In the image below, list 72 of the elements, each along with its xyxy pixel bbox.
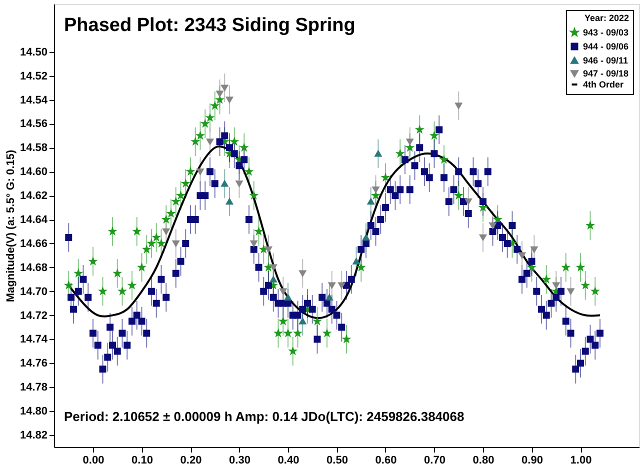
x-tick-label: 0.50: [326, 454, 348, 466]
point: [455, 102, 462, 109]
legend-title: Year: 2022: [584, 13, 629, 23]
point: [338, 282, 346, 288]
annotation: Period: 2.10652 ± 0.00009 h Amp: 0.14 JDo(LTC): 2459826.384068: [64, 409, 464, 424]
point: [226, 96, 233, 103]
y-tick-label: 14.52: [20, 70, 48, 82]
text: Phased Plot: 2343 Siding Spring: [64, 15, 356, 36]
point: [265, 246, 272, 253]
point: [464, 198, 472, 205]
point: [221, 84, 228, 91]
point: [196, 168, 204, 175]
point: [367, 198, 374, 205]
point: [299, 318, 306, 324]
point: [530, 246, 538, 253]
y-tick-label: 14.54: [20, 94, 48, 106]
y-tick-label: 14.68: [20, 262, 48, 274]
y-tick-label: 14.80: [20, 406, 48, 418]
y-tick-label: 14.62: [20, 190, 48, 202]
point: [216, 90, 224, 97]
legend-label: 946 - 09/11: [583, 56, 628, 66]
y-tick-label: 14.74: [20, 334, 48, 346]
point: [270, 264, 277, 271]
y-tick-label: 14.82: [20, 430, 48, 442]
x-tick-label: 0.30: [229, 454, 250, 466]
x-tick-label: 0.00: [82, 454, 104, 466]
point: [362, 234, 370, 241]
x-tick-label: 0.90: [522, 454, 543, 466]
y-tick-label: 14.76: [20, 358, 48, 370]
y-tick-label: 14.70: [20, 286, 48, 298]
point: [250, 240, 258, 247]
point: [206, 138, 214, 145]
y-axis-title: Magnitude(V) (a: 5.5° G: 0.15): [4, 150, 17, 302]
y-tick-label: 14.58: [20, 142, 48, 154]
legend-label: 943 - 09/03: [583, 28, 629, 38]
y-tick-label: 14.78: [20, 382, 48, 394]
point: [352, 258, 360, 265]
legend-label: 947 - 09/18: [583, 68, 629, 78]
y-tick-label: 14.72: [20, 310, 48, 322]
point: [284, 294, 292, 300]
point: [372, 186, 380, 193]
x-tick-label: 1.00: [570, 454, 592, 466]
point: [374, 150, 382, 157]
point: [552, 282, 560, 288]
point: [162, 228, 170, 235]
x-tick-label: 0.20: [180, 454, 202, 466]
y-tick-label: 14.56: [20, 118, 48, 130]
point: [328, 282, 336, 288]
point: [480, 234, 486, 241]
y-tick-label: 14.50: [20, 46, 48, 58]
point: [172, 240, 180, 247]
point: [236, 180, 243, 187]
point: [280, 288, 287, 294]
y-tick-label: 14.60: [20, 166, 48, 178]
point: [406, 138, 414, 145]
x-tick-label: 0.40: [278, 454, 300, 466]
x-tick-label: 0.80: [472, 454, 494, 466]
legend-label: 944 - 09/06: [583, 42, 629, 52]
x-tick-label: 0.70: [424, 454, 446, 466]
point: [299, 270, 306, 277]
y-tick-label: 14.66: [20, 238, 48, 250]
x-tick-label: 0.60: [375, 454, 397, 466]
legend-label: 4th Order: [583, 80, 624, 90]
y-tick-label: 14.64: [20, 214, 48, 226]
x-tick-label: 0.10: [132, 454, 153, 466]
point: [226, 198, 233, 205]
point: [326, 294, 333, 300]
point: [518, 252, 526, 259]
point: [489, 222, 496, 229]
point: [270, 276, 277, 282]
point: [567, 288, 574, 294]
point: [221, 180, 228, 187]
